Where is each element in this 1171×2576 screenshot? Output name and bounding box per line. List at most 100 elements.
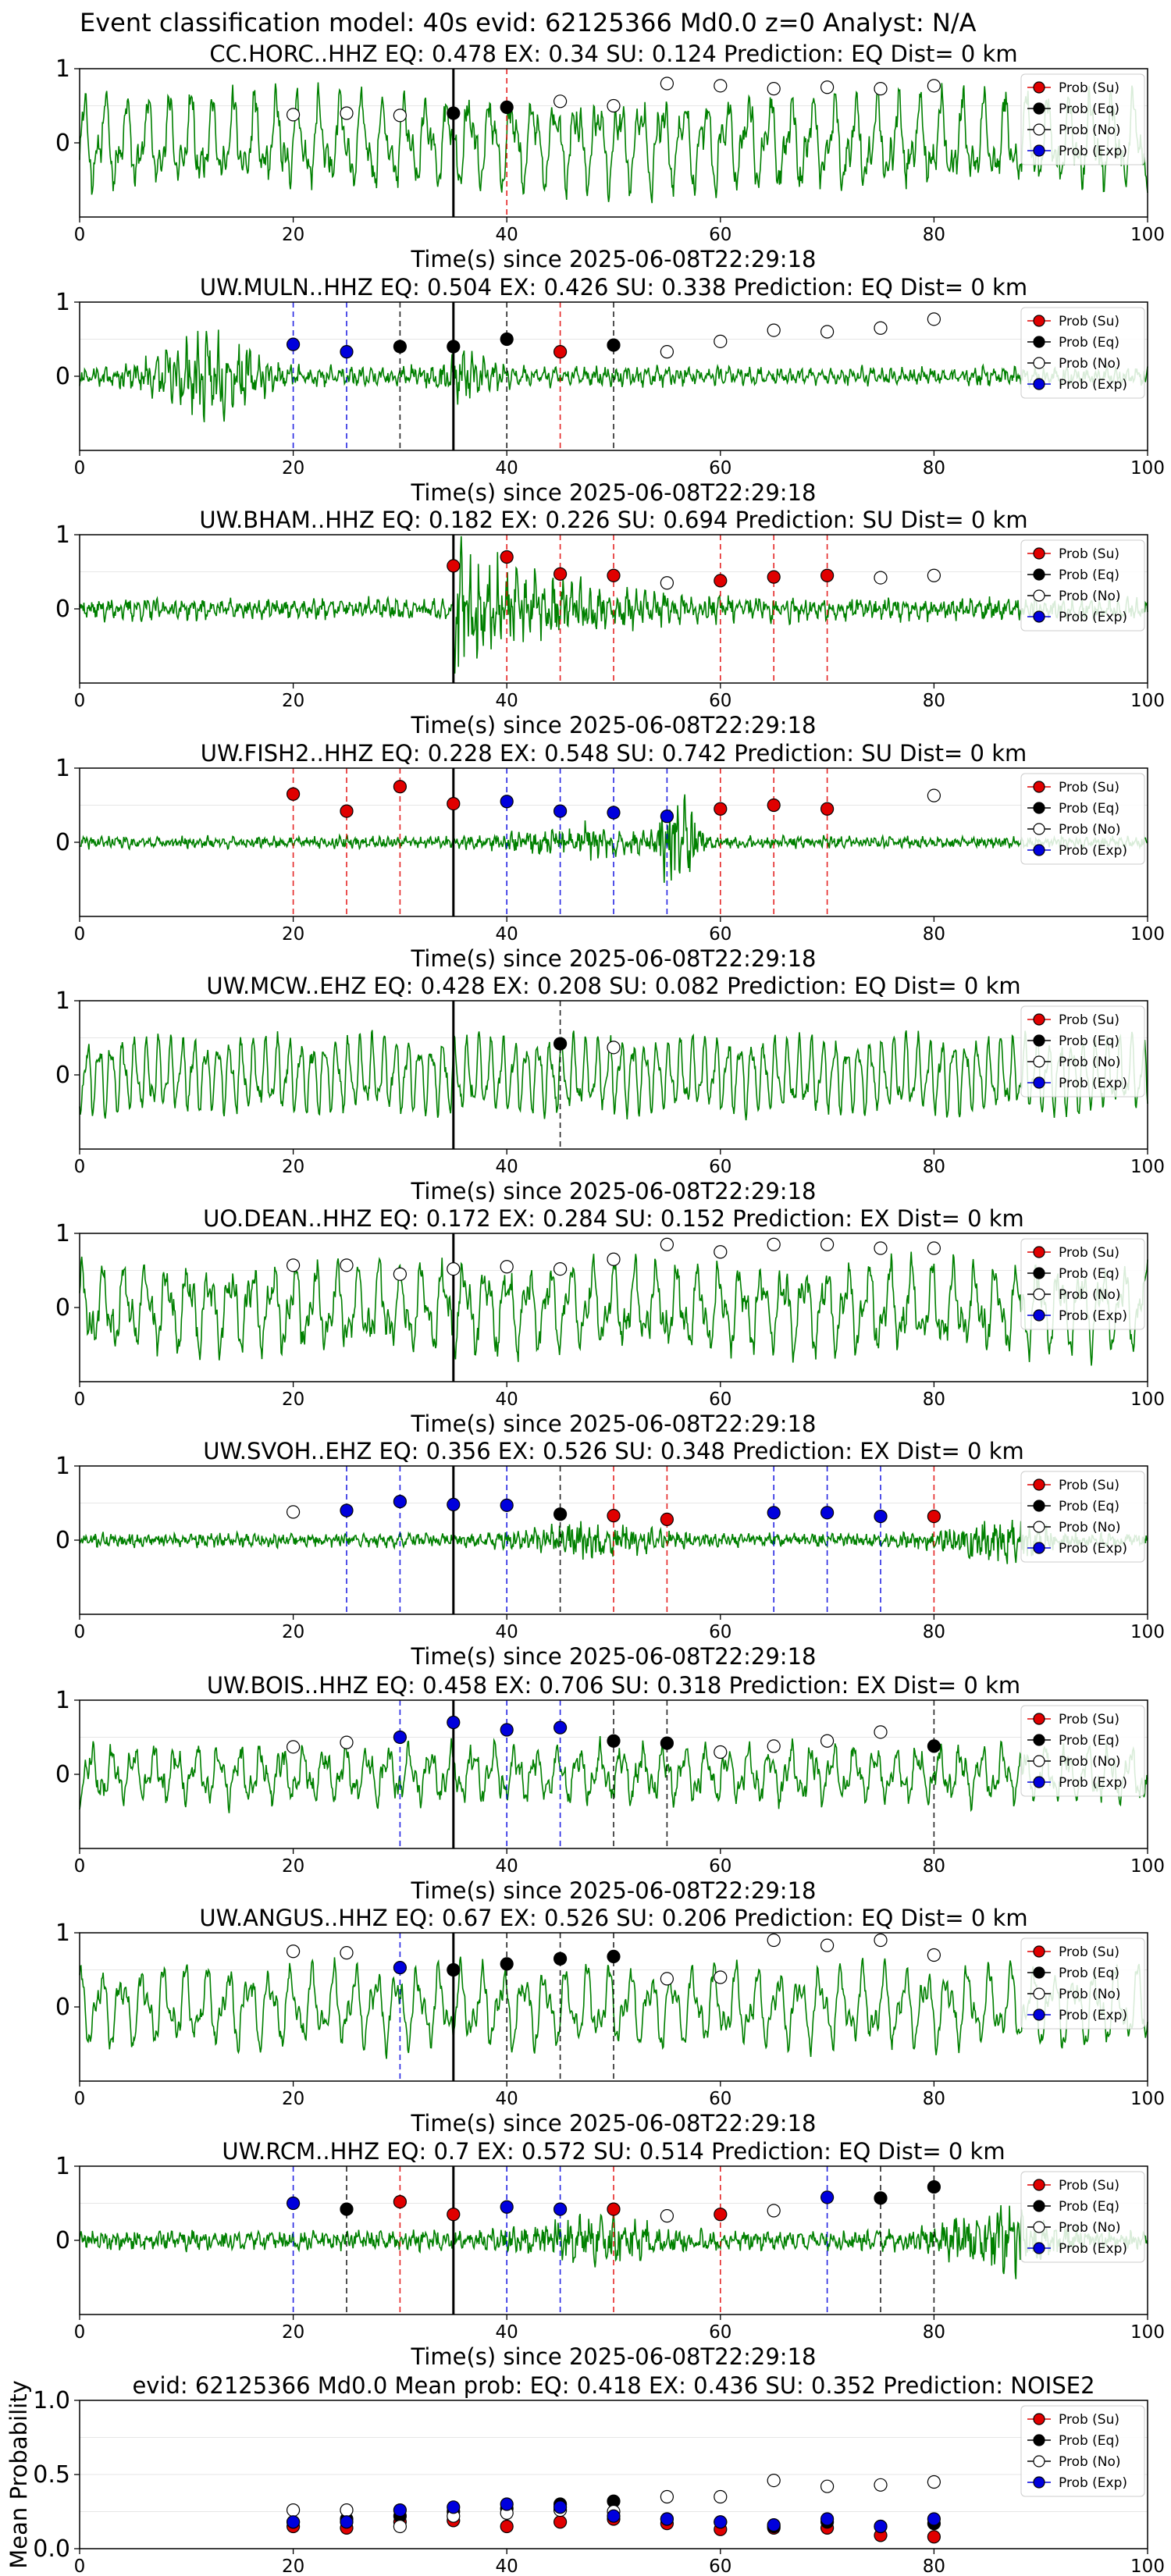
prob-point-no xyxy=(714,79,728,93)
prob-point-exp xyxy=(393,1494,408,1509)
mean-prob-point-no xyxy=(874,2478,888,2492)
prob-point-eq xyxy=(874,2191,888,2205)
x-tick-label: 60 xyxy=(709,924,731,945)
mean-prob-point-su xyxy=(927,2530,941,2544)
x-axis-label: Time(s) since 2025-06-08T22:29:18 xyxy=(411,2110,817,2137)
mean-prob-point-exp xyxy=(393,2503,408,2517)
prob-point-no xyxy=(553,94,568,109)
x-tick-label: 0 xyxy=(74,1856,86,1877)
x-tick-label: 40 xyxy=(496,225,518,245)
panel-1: CC.HORC..HHZ EQ: 0.478 EX: 0.34 SU: 0.12… xyxy=(55,41,1165,272)
prob-point-exp xyxy=(287,337,301,351)
legend-label: Prob (Su) xyxy=(1059,1012,1119,1028)
waveform-trace xyxy=(79,535,1148,674)
mean-prob-point-no xyxy=(714,2489,728,2504)
panel-title: CC.HORC..HHZ EQ: 0.478 EX: 0.34 SU: 0.12… xyxy=(209,41,1017,67)
legend-marker xyxy=(1033,1521,1045,1533)
legend-label: Prob (Su) xyxy=(1059,314,1119,329)
legend-label: Prob (Eq) xyxy=(1059,801,1119,817)
prob-point-exp xyxy=(393,1730,408,1745)
x-tick-label: 0 xyxy=(74,2089,86,2109)
legend-box xyxy=(1020,539,1145,632)
x-tick-label: 40 xyxy=(496,1622,518,1642)
prob-point-no xyxy=(660,76,674,91)
x-tick-label: 40 xyxy=(496,691,518,711)
mean-prob-point-no xyxy=(820,2479,835,2493)
x-tick-label: 20 xyxy=(282,225,304,245)
legend-label: Prob (Exp) xyxy=(1059,2241,1127,2257)
y-tick-label: 1 xyxy=(55,1687,70,1714)
legend: Prob (Su) Prob (Eq) Prob (No) Prob (Exp) xyxy=(1020,1471,1145,1563)
x-tick-label: 60 xyxy=(709,225,731,245)
prob-point-no xyxy=(660,576,674,590)
mean-prob-point-exp xyxy=(287,2515,301,2529)
mean-prob-point-exp xyxy=(500,2497,514,2511)
legend-marker xyxy=(1033,1267,1045,1279)
legend-marker xyxy=(1033,1076,1045,1089)
legend-marker xyxy=(1033,1713,1045,1725)
y-tick-label: 0 xyxy=(55,829,70,856)
prob-point-no xyxy=(874,1725,888,1739)
x-tick-label: 80 xyxy=(923,1157,945,1177)
legend-marker xyxy=(1033,1945,1045,1958)
panels-container: CC.HORC..HHZ EQ: 0.478 EX: 0.34 SU: 0.12… xyxy=(5,41,1165,2576)
x-tick-label: 0 xyxy=(74,2556,86,2576)
x-tick-label: 60 xyxy=(709,458,731,479)
x-tick-label: 60 xyxy=(709,1622,731,1642)
prob-point-no xyxy=(660,1972,674,1986)
prob-point-exp xyxy=(287,2196,301,2211)
y-tick-label: 1 xyxy=(55,55,70,83)
mean-prob-point-exp xyxy=(553,2500,568,2514)
legend-marker xyxy=(1033,844,1045,856)
x-tick-label: 80 xyxy=(923,691,945,711)
legend-marker xyxy=(1033,2455,1045,2467)
x-tick-label: 100 xyxy=(1130,2322,1165,2343)
mean-prob-point-exp xyxy=(447,2500,461,2514)
legend-box xyxy=(1020,307,1145,399)
legend-marker xyxy=(1033,315,1045,327)
legend-marker xyxy=(1033,1478,1045,1491)
prob-point-no xyxy=(874,571,888,585)
prob-point-exp xyxy=(500,795,514,809)
y-tick-label: 1 xyxy=(55,521,70,549)
mean-prob-point-su xyxy=(500,2519,514,2534)
x-tick-label: 20 xyxy=(282,458,304,479)
prob-point-su xyxy=(714,2208,728,2222)
prob-point-su xyxy=(447,559,461,573)
legend-label: Prob (Eq) xyxy=(1059,1733,1119,1749)
prob-point-su xyxy=(820,802,835,816)
prob-point-no xyxy=(607,98,621,113)
prob-point-no xyxy=(287,1740,301,1754)
y-tick-label: 1 xyxy=(55,2153,70,2180)
x-tick-label: 80 xyxy=(923,2322,945,2343)
prob-point-no xyxy=(340,1735,354,1749)
y-tick-label: 1 xyxy=(55,289,70,316)
y-tick-label: 0 xyxy=(55,1994,70,2021)
legend-marker xyxy=(1033,2413,1045,2425)
panel-title: evid: 62125366 Md0.0 Mean prob: EQ: 0.41… xyxy=(132,2372,1094,2399)
legend-marker xyxy=(1033,610,1045,623)
prob-point-eq xyxy=(447,106,461,120)
prob-point-exp xyxy=(820,2190,835,2204)
x-tick-label: 60 xyxy=(709,2556,731,2576)
prob-point-no xyxy=(393,1267,408,1281)
legend-box xyxy=(1020,1471,1145,1563)
x-tick-label: 0 xyxy=(74,2322,86,2343)
prob-point-su xyxy=(767,570,781,584)
prob-point-exp xyxy=(500,1723,514,1737)
legend-label: Prob (Exp) xyxy=(1059,1541,1127,1557)
legend-label: Prob (Exp) xyxy=(1059,2475,1127,2491)
waveform-trace xyxy=(79,1030,1148,1121)
prob-point-no xyxy=(767,2204,781,2218)
prob-point-exp xyxy=(767,1506,781,1520)
legend-marker xyxy=(1033,1966,1045,1979)
legend-label: Prob (Su) xyxy=(1059,1245,1119,1261)
legend-label: Prob (Exp) xyxy=(1059,1775,1127,1791)
y-tick-label: 0.5 xyxy=(33,2461,70,2489)
mean-prob-point-exp xyxy=(927,2512,941,2526)
x-tick-label: 100 xyxy=(1130,1622,1165,1642)
prob-point-exp xyxy=(607,806,621,820)
x-tick-label: 0 xyxy=(74,1389,86,1410)
x-axis-label: Time(s) since 2025-06-08T22:29:18 xyxy=(411,712,817,738)
legend-marker xyxy=(1033,1013,1045,1026)
